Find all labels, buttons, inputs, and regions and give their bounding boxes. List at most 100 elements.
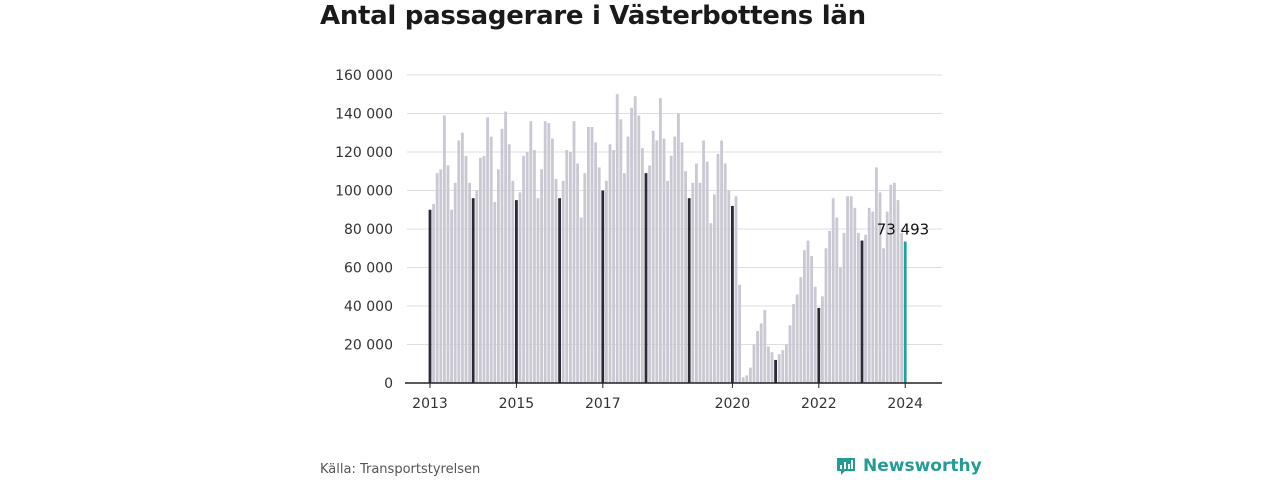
bar xyxy=(655,140,659,383)
bar xyxy=(792,304,795,383)
bar xyxy=(486,117,489,383)
y-tick-label: 160 000 xyxy=(335,68,393,84)
bar xyxy=(518,192,522,383)
bar xyxy=(669,155,673,383)
bar xyxy=(493,202,497,383)
bar xyxy=(504,111,507,383)
bar xyxy=(497,169,500,383)
bar xyxy=(471,198,475,383)
bar xyxy=(713,194,716,383)
x-tick-label: 2013 xyxy=(412,396,448,412)
bar xyxy=(864,234,867,383)
bar xyxy=(525,152,529,383)
bar xyxy=(799,277,803,383)
bar xyxy=(687,198,691,383)
bar xyxy=(680,142,684,383)
bar xyxy=(615,94,619,383)
bar xyxy=(900,232,903,383)
bar xyxy=(889,184,893,383)
bar xyxy=(828,230,831,383)
bar xyxy=(601,190,605,383)
bar xyxy=(547,123,551,383)
bar xyxy=(759,323,763,383)
x-tick-label: 2020 xyxy=(715,396,751,412)
bar xyxy=(443,115,446,384)
bar xyxy=(741,377,745,383)
bar xyxy=(666,180,669,383)
bar xyxy=(468,182,471,383)
bar xyxy=(839,267,842,383)
bar xyxy=(723,163,727,383)
bar xyxy=(662,138,666,383)
bar xyxy=(536,198,540,383)
bar xyxy=(612,150,615,383)
bar xyxy=(587,126,590,383)
bar xyxy=(479,157,482,383)
bar xyxy=(572,121,576,383)
bar xyxy=(705,161,709,383)
bar xyxy=(875,167,878,383)
bar xyxy=(803,250,806,383)
bar xyxy=(893,182,896,383)
bar xyxy=(763,309,767,383)
bar xyxy=(867,207,871,383)
bar xyxy=(608,144,612,383)
bar xyxy=(774,359,777,383)
bar xyxy=(594,142,597,383)
brand-logo: Newsworthy xyxy=(836,456,982,476)
bar xyxy=(644,173,648,383)
bar xyxy=(727,190,731,383)
y-tick-label: 20 000 xyxy=(344,338,393,354)
y-tick-label: 140 000 xyxy=(335,107,393,123)
bar xyxy=(529,121,533,383)
bar xyxy=(623,173,626,383)
bar xyxy=(450,209,453,383)
bar xyxy=(842,232,846,383)
bar xyxy=(511,180,515,383)
bar xyxy=(849,196,853,383)
bar xyxy=(561,180,565,383)
bar xyxy=(806,240,810,383)
bar xyxy=(738,284,741,383)
bar xyxy=(565,150,569,383)
bar xyxy=(882,248,885,383)
bar xyxy=(691,182,695,383)
bars xyxy=(428,94,907,384)
bar xyxy=(756,331,759,383)
newsworthy-chart-icon xyxy=(837,458,855,475)
bar xyxy=(651,130,655,383)
bar xyxy=(626,136,630,383)
bar xyxy=(500,128,504,383)
bar xyxy=(781,350,785,383)
latest-value-label: 73 493 xyxy=(877,221,930,239)
bar xyxy=(630,107,633,383)
bar xyxy=(795,294,799,383)
bar xyxy=(767,346,770,383)
bar xyxy=(432,203,435,383)
bar xyxy=(543,121,547,383)
bar xyxy=(507,144,511,383)
bar xyxy=(579,217,583,383)
bar xyxy=(813,286,817,383)
bar xyxy=(846,196,849,383)
bar xyxy=(558,198,561,383)
bar xyxy=(540,169,543,383)
bar xyxy=(831,198,835,383)
bar xyxy=(428,209,432,383)
bar xyxy=(435,173,439,383)
bar xyxy=(551,138,554,383)
bar xyxy=(590,126,594,383)
bar xyxy=(878,192,882,383)
y-tick-label: 60 000 xyxy=(344,261,393,277)
brand-name: Newsworthy xyxy=(863,456,982,476)
bar xyxy=(903,241,907,383)
bar xyxy=(857,232,860,383)
bar xyxy=(684,171,687,383)
bar xyxy=(453,182,457,383)
bar xyxy=(446,165,450,383)
bar xyxy=(777,354,781,383)
bar xyxy=(659,98,662,383)
bar xyxy=(605,180,608,383)
chart-title: Antal passagerare i Västerbottens län xyxy=(320,1,866,31)
x-tick-label: 2015 xyxy=(499,396,535,412)
